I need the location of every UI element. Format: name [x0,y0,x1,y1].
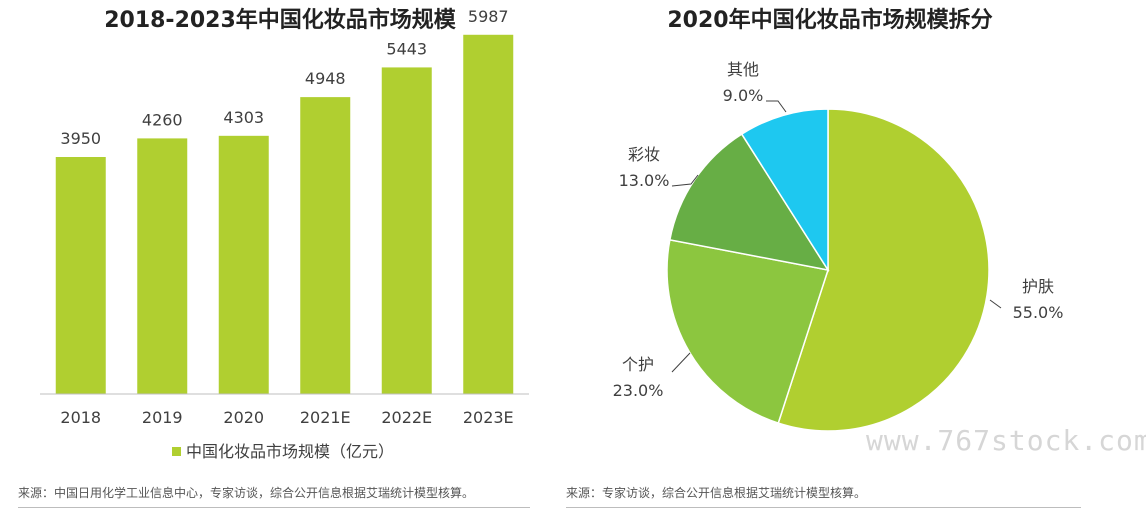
left-divider [18,507,530,508]
pie-percent-个护: 23.0% [613,381,664,400]
pie-percent-其他: 9.0% [723,86,764,105]
leader-line-彩妆 [671,174,699,187]
pie-label-彩妆: 彩妆 [628,145,660,164]
pie-slice-护肤 [777,108,990,432]
bar-2019 [137,138,188,394]
legend-swatch [172,447,181,456]
bar-data-label: 5443 [386,39,427,58]
bar-2022E [381,67,432,395]
x-tick-label: 2023E [463,408,514,427]
bar-data-label: 3950 [60,129,101,148]
bar-2023E [463,34,514,394]
pie-label-护肤: 护肤 [1022,277,1054,296]
x-tick-label: 2020 [223,408,264,427]
right-divider [566,507,1081,508]
bar-2021E [300,97,351,395]
bar-data-label: 5987 [468,7,509,26]
pie-slice-其他 [740,108,829,273]
pie-percent-彩妆: 13.0% [619,171,670,190]
legend-label: 中国化妆品市场规模（亿元） [186,442,394,461]
pie-percent-护肤: 55.0% [1013,303,1064,322]
watermark: www.767stock.com [866,424,1146,457]
x-tick-label: 2019 [142,408,183,427]
bar-data-label: 4303 [223,108,264,127]
x-tick-label: 2018 [60,408,101,427]
bar-chart-title: 2018-2023年中国化妆品市场规模 [104,8,456,33]
bar-data-label: 4948 [305,69,346,88]
pie-chart-source-note: 来源：专家访谈，综合公开信息根据艾瑞统计模型核算。 [566,486,867,500]
pie-label-个护: 个护 [622,355,654,374]
bar-data-label: 4260 [142,110,183,129]
bar-2020 [218,135,269,394]
leader-line-其他 [766,100,787,113]
pie-slice-个护 [666,238,829,425]
x-tick-label: 2021E [300,408,351,427]
bar-chart-source-note: 来源：中国日用化学工业信息中心，专家访谈，综合公开信息根据艾瑞统计模型核算。 [18,486,475,500]
bar-2018 [55,157,106,394]
x-tick-label: 2022E [381,408,432,427]
leader-line-护肤 [989,299,1002,309]
leader-line-个护 [671,352,691,373]
pie-chart-title: 2020年中国化妆品市场规模拆分 [667,8,993,33]
pie-label-其他: 其他 [727,60,759,79]
